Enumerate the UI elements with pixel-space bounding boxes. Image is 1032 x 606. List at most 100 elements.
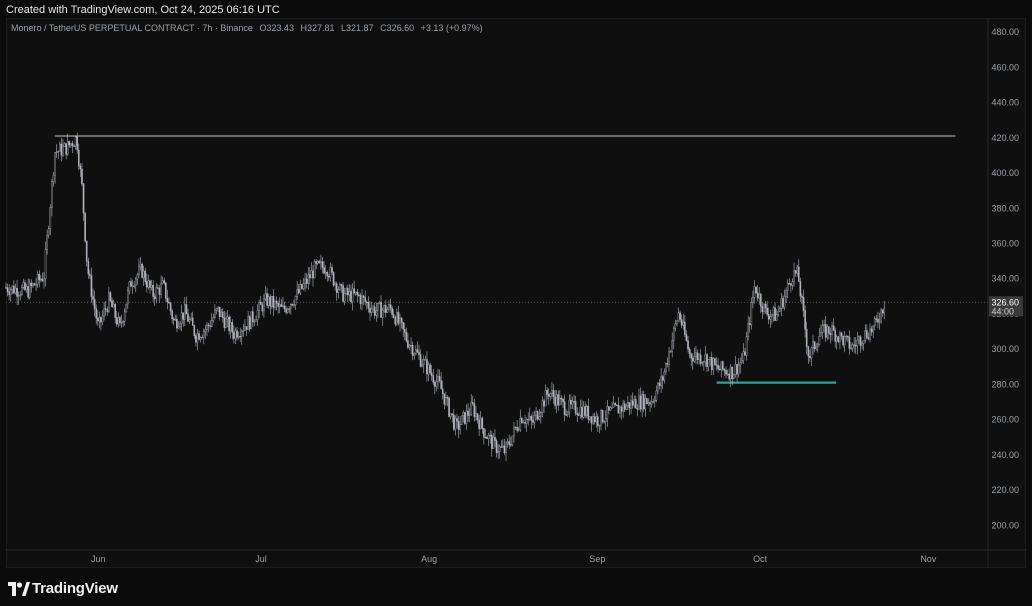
candle-body bbox=[821, 325, 824, 333]
candle bbox=[335, 281, 338, 301]
candle bbox=[259, 295, 262, 305]
candle bbox=[883, 300, 886, 320]
candle-body bbox=[100, 317, 102, 323]
candle bbox=[313, 259, 316, 279]
candle-body bbox=[794, 270, 797, 274]
candle-body bbox=[839, 332, 841, 342]
candle-body bbox=[747, 323, 749, 337]
candle bbox=[285, 305, 287, 315]
candle bbox=[40, 275, 42, 283]
candle bbox=[90, 267, 93, 303]
candle bbox=[210, 312, 213, 328]
candle bbox=[73, 144, 75, 147]
candle-body bbox=[790, 283, 792, 286]
candle bbox=[873, 316, 876, 331]
candle bbox=[128, 280, 131, 295]
candle bbox=[850, 342, 852, 351]
candle bbox=[212, 313, 215, 323]
candle bbox=[225, 312, 227, 329]
candle bbox=[76, 132, 79, 154]
candle bbox=[41, 272, 44, 283]
candle-body bbox=[644, 398, 647, 410]
candle-body bbox=[33, 283, 36, 286]
candle bbox=[392, 309, 395, 319]
candle-body bbox=[445, 396, 447, 405]
candle-body bbox=[837, 336, 840, 342]
candle-body bbox=[869, 328, 871, 340]
candle bbox=[622, 399, 624, 418]
candle-body bbox=[130, 281, 132, 287]
candle-body bbox=[60, 143, 63, 156]
tradingview-logo[interactable]: TradingView bbox=[8, 580, 118, 597]
candle bbox=[413, 352, 416, 360]
candle-body bbox=[657, 382, 659, 392]
candle bbox=[560, 394, 563, 405]
candle-body bbox=[467, 410, 469, 416]
candle-body bbox=[347, 288, 349, 296]
candle-body bbox=[226, 316, 229, 320]
candle bbox=[699, 349, 702, 367]
candle-body bbox=[829, 333, 832, 335]
candle bbox=[820, 324, 822, 337]
candle-body bbox=[688, 349, 691, 355]
candle bbox=[309, 267, 311, 285]
candle bbox=[565, 409, 567, 416]
candle-body bbox=[475, 413, 477, 417]
candle bbox=[720, 361, 723, 378]
candle bbox=[665, 362, 667, 375]
candle bbox=[652, 398, 655, 404]
candle bbox=[139, 257, 142, 271]
candle-body bbox=[117, 317, 120, 325]
candle-body bbox=[481, 417, 484, 429]
candle bbox=[590, 416, 593, 432]
candle-body bbox=[163, 280, 166, 283]
x-tick-label: Oct bbox=[753, 554, 768, 564]
candle-body bbox=[669, 351, 672, 353]
y-tick-label: 440.00 bbox=[991, 98, 1019, 108]
candle bbox=[875, 315, 878, 323]
candle-body bbox=[364, 297, 367, 303]
candle bbox=[606, 399, 609, 427]
candle bbox=[475, 405, 477, 421]
candle-body bbox=[142, 270, 145, 278]
candle bbox=[633, 395, 636, 409]
candle-body bbox=[399, 317, 401, 324]
candle bbox=[14, 283, 17, 295]
candle-body bbox=[704, 354, 707, 363]
candle bbox=[775, 309, 778, 322]
candle-body bbox=[21, 287, 23, 295]
candle bbox=[617, 397, 620, 414]
candle-body bbox=[299, 284, 302, 294]
candle bbox=[649, 400, 651, 413]
candle bbox=[519, 409, 522, 433]
candle bbox=[532, 411, 534, 426]
candle bbox=[650, 395, 653, 408]
candle bbox=[528, 407, 531, 422]
candle bbox=[36, 271, 39, 289]
candle-body bbox=[755, 286, 757, 293]
chart-pane[interactable] bbox=[6, 18, 1026, 568]
candle bbox=[794, 270, 797, 277]
candle bbox=[642, 390, 645, 412]
candle bbox=[597, 413, 599, 432]
candle bbox=[658, 379, 661, 390]
candle-body bbox=[403, 329, 406, 333]
candle bbox=[660, 368, 662, 393]
candle bbox=[541, 396, 544, 418]
candle-body bbox=[258, 301, 260, 311]
candle-body bbox=[804, 310, 806, 330]
candle-body bbox=[73, 145, 75, 147]
candle-body bbox=[744, 351, 746, 356]
candle bbox=[790, 282, 792, 293]
candle-body bbox=[555, 394, 558, 406]
candle-body bbox=[427, 364, 430, 375]
price-chart[interactable]: 480.00 460.00 440.00 420.00 400.00 380.00 360.… bbox=[0, 0, 1032, 568]
candle-body bbox=[172, 318, 175, 321]
candle-body bbox=[250, 311, 253, 330]
candle-body bbox=[639, 395, 642, 410]
candle-body bbox=[416, 349, 419, 353]
candle-body bbox=[503, 445, 506, 454]
candle-body bbox=[261, 304, 264, 312]
candle-body bbox=[460, 415, 463, 425]
candle bbox=[253, 319, 256, 326]
